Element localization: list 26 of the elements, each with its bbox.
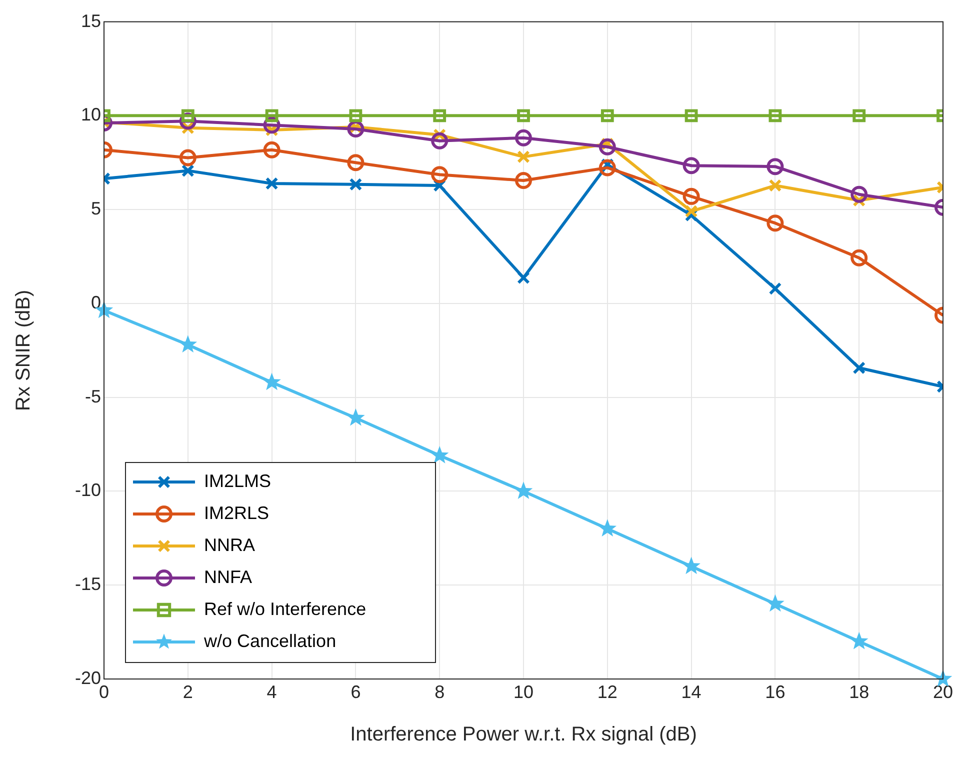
legend-label: NNRA: [204, 534, 256, 555]
x-tick-label: 18: [849, 682, 870, 702]
y-tick-label: -20: [74, 668, 101, 688]
y-tick-label: -5: [84, 386, 101, 406]
x-tick-label: 14: [681, 682, 702, 702]
x-tick-label: 6: [350, 682, 361, 702]
x-tick-label: 8: [434, 682, 445, 702]
x-tick-label: 10: [513, 682, 534, 702]
y-tick-label: 0: [90, 292, 101, 312]
y-tick-label: 5: [90, 198, 101, 219]
y-tick-label: -10: [74, 480, 101, 500]
y-tick-label: -15: [74, 574, 101, 594]
x-tick-label: 2: [182, 682, 193, 702]
legend-label: NNFA: [204, 566, 252, 587]
x-tick-label: 12: [597, 682, 618, 702]
x-tick-label: 16: [765, 682, 786, 702]
x-axis-title: Interference Power w.r.t. Rx signal (dB): [350, 724, 697, 746]
y-axis-title: Rx SNIR (dB): [12, 290, 35, 411]
x-tick-label: 4: [266, 682, 277, 702]
legend-label: IM2RLS: [204, 502, 270, 523]
y-tick-label: 10: [80, 104, 101, 125]
y-tick-label: 15: [80, 10, 101, 31]
legend-label: Ref w/o Interference: [204, 598, 366, 619]
x-tick-label: 20: [932, 682, 954, 702]
legend-label: w/o Cancellation: [203, 630, 336, 651]
legend-label: IM2LMS: [204, 470, 272, 491]
